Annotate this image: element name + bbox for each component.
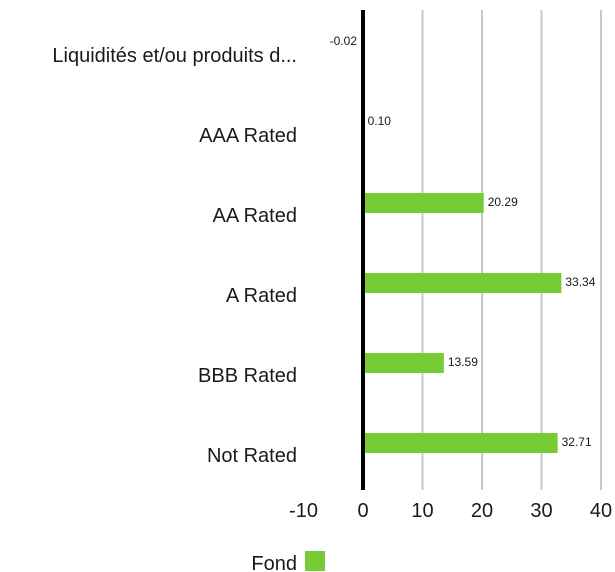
data-label: -0.02: [330, 34, 358, 48]
data-label: 13.59: [448, 355, 478, 369]
category-label: Liquidités et/ou produits d...: [52, 45, 297, 67]
x-tick-label: 20: [471, 500, 493, 522]
category-label: AA Rated: [212, 205, 297, 227]
bar-5: [363, 353, 444, 373]
category-label: BBB Rated: [198, 365, 297, 387]
legend-swatch: [305, 551, 325, 571]
bar-6: [363, 433, 558, 453]
data-label: 20.29: [488, 195, 518, 209]
data-label: 0.10: [368, 114, 392, 128]
data-labels: -0.02 0.10 20.29 33.34 13.59 32.71: [330, 34, 596, 449]
category-label: AAA Rated: [199, 125, 297, 147]
grid-lines: [421, 10, 602, 490]
x-tick-label: 0: [357, 500, 368, 522]
category-label: A Rated: [226, 285, 297, 307]
category-label: Not Rated: [207, 445, 297, 467]
bar-3: [363, 193, 484, 213]
x-axis-ticks: -10 0 10 20 30 40: [289, 500, 612, 522]
x-tick-label: 10: [411, 500, 433, 522]
x-tick-label: -10: [289, 500, 318, 522]
x-tick-label: 30: [530, 500, 552, 522]
x-tick-label: 40: [590, 500, 612, 522]
legend: Fond: [251, 551, 325, 572]
bars: [362, 44, 562, 453]
category-labels: Liquidités et/ou produits d... AAA Rated A…: [52, 45, 297, 467]
data-label: 33.34: [565, 275, 595, 289]
data-label: 32.71: [562, 435, 592, 449]
legend-label: Fond: [251, 553, 297, 572]
bar-4: [363, 273, 562, 293]
